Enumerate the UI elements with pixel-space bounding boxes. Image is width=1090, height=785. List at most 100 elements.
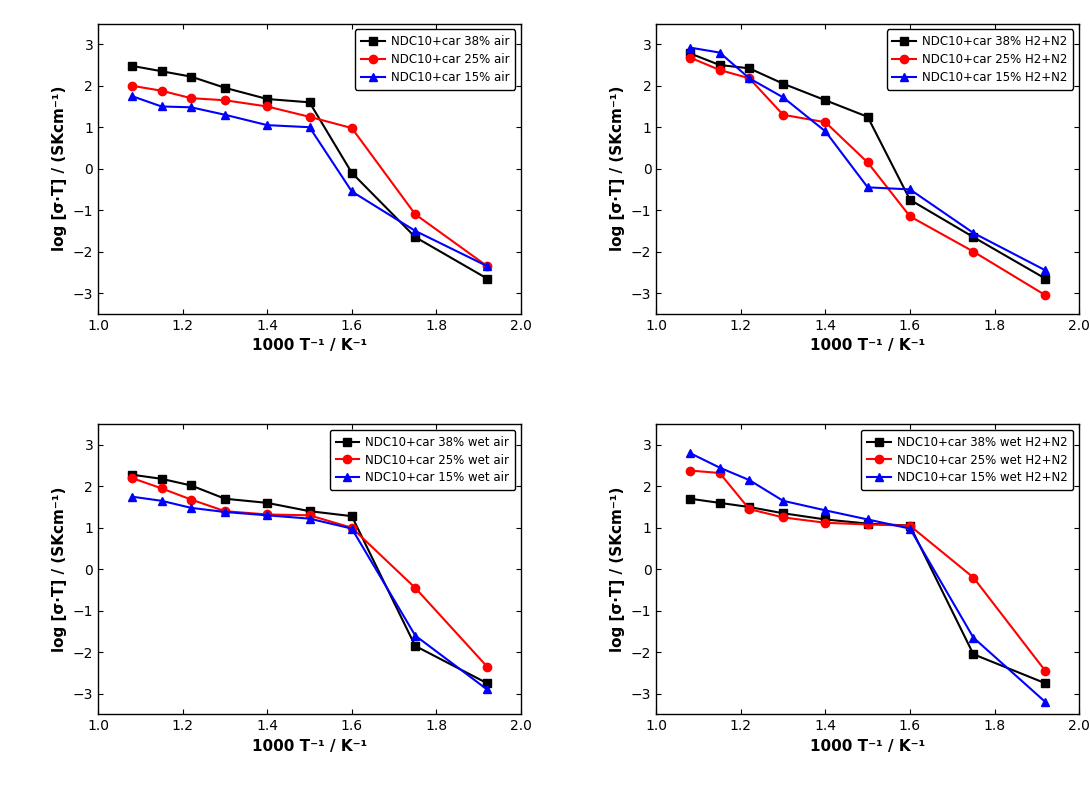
NDC10+car 38% wet H2+N2 (1039, 678, 1052, 688)
NDC10+car 25% wet H2+N2 (742, 505, 755, 514)
Legend: NDC10+car 38% wet air, NDC10+car 25% wet air, NDC10+car 15% wet air: NDC10+car 38% wet air, NDC10+car 25% wet… (329, 430, 516, 491)
NDC10+car 25% wet H2+N2 (1039, 666, 1052, 676)
Line: NDC10+car 15% wet air: NDC10+car 15% wet air (128, 492, 492, 694)
NDC10+car 25% air (184, 93, 197, 103)
NDC10+car 25% air (346, 123, 359, 133)
NDC10+car 25% H2+N2 (904, 212, 917, 221)
Line: NDC10+car 38% wet H2+N2: NDC10+car 38% wet H2+N2 (686, 495, 1050, 688)
NDC10+car 38% air (218, 83, 231, 93)
X-axis label: 1000 T⁻¹ / K⁻¹: 1000 T⁻¹ / K⁻¹ (252, 338, 367, 353)
Line: NDC10+car 15% air: NDC10+car 15% air (128, 92, 492, 270)
NDC10+car 38% H2+N2 (683, 49, 697, 58)
NDC10+car 25% air (218, 96, 231, 105)
NDC10+car 38% air (409, 232, 422, 242)
NDC10+car 15% wet H2+N2 (819, 506, 832, 515)
NDC10+car 38% wet H2+N2 (713, 498, 726, 508)
NDC10+car 15% wet air (125, 492, 138, 502)
NDC10+car 38% wet H2+N2 (742, 502, 755, 512)
NDC10+car 25% wet air (261, 509, 274, 519)
NDC10+car 38% air (125, 61, 138, 71)
NDC10+car 38% H2+N2 (742, 64, 755, 73)
NDC10+car 38% air (261, 94, 274, 104)
NDC10+car 25% H2+N2 (819, 118, 832, 127)
NDC10+car 38% wet air (184, 480, 197, 490)
NDC10+car 25% wet H2+N2 (776, 513, 789, 522)
NDC10+car 15% wet H2+N2 (904, 524, 917, 533)
NDC10+car 25% wet air (303, 510, 316, 520)
NDC10+car 25% wet air (218, 506, 231, 516)
NDC10+car 15% wet air (346, 524, 359, 533)
NDC10+car 25% wet air (184, 495, 197, 504)
NDC10+car 25% wet air (155, 484, 168, 493)
NDC10+car 38% wet H2+N2 (683, 494, 697, 503)
NDC10+car 15% air (155, 102, 168, 111)
Line: NDC10+car 15% H2+N2: NDC10+car 15% H2+N2 (686, 43, 1050, 275)
NDC10+car 25% wet H2+N2 (861, 520, 874, 529)
NDC10+car 15% wet air (481, 685, 494, 694)
NDC10+car 25% wet H2+N2 (819, 518, 832, 528)
NDC10+car 25% wet air (409, 583, 422, 593)
NDC10+car 15% wet H2+N2 (1039, 697, 1052, 706)
NDC10+car 25% wet air (125, 473, 138, 483)
NDC10+car 15% H2+N2 (1039, 265, 1052, 275)
NDC10+car 38% air (155, 67, 168, 76)
NDC10+car 15% H2+N2 (713, 48, 726, 57)
Y-axis label: log [σ·T] / (SKcm⁻¹): log [σ·T] / (SKcm⁻¹) (52, 86, 68, 251)
NDC10+car 15% wet air (155, 496, 168, 506)
Line: NDC10+car 25% wet air: NDC10+car 25% wet air (128, 474, 492, 671)
NDC10+car 25% wet H2+N2 (904, 521, 917, 531)
NDC10+car 25% H2+N2 (861, 158, 874, 167)
NDC10+car 25% air (155, 86, 168, 96)
NDC10+car 15% wet H2+N2 (861, 515, 874, 524)
NDC10+car 15% wet air (218, 507, 231, 517)
NDC10+car 15% wet air (409, 631, 422, 641)
NDC10+car 38% H2+N2 (819, 96, 832, 105)
NDC10+car 38% wet H2+N2 (967, 649, 980, 659)
NDC10+car 38% air (303, 97, 316, 107)
NDC10+car 25% H2+N2 (1039, 290, 1052, 300)
NDC10+car 15% wet air (261, 510, 274, 520)
NDC10+car 15% air (218, 110, 231, 119)
NDC10+car 25% H2+N2 (967, 247, 980, 257)
NDC10+car 25% H2+N2 (742, 74, 755, 83)
NDC10+car 15% air (409, 226, 422, 236)
NDC10+car 25% H2+N2 (776, 110, 789, 119)
NDC10+car 15% wet H2+N2 (967, 633, 980, 642)
NDC10+car 15% wet H2+N2 (742, 476, 755, 485)
NDC10+car 25% air (261, 102, 274, 111)
NDC10+car 15% H2+N2 (683, 43, 697, 53)
NDC10+car 15% H2+N2 (742, 74, 755, 83)
NDC10+car 38% wet H2+N2 (861, 519, 874, 528)
NDC10+car 15% air (303, 122, 316, 132)
NDC10+car 38% H2+N2 (967, 232, 980, 242)
NDC10+car 25% H2+N2 (713, 65, 726, 75)
NDC10+car 25% H2+N2 (683, 53, 697, 62)
Legend: NDC10+car 38% air, NDC10+car 25% air, NDC10+car 15% air: NDC10+car 38% air, NDC10+car 25% air, ND… (355, 30, 516, 89)
X-axis label: 1000 T⁻¹ / K⁻¹: 1000 T⁻¹ / K⁻¹ (810, 739, 925, 754)
NDC10+car 38% wet air (261, 498, 274, 508)
NDC10+car 38% wet air (481, 678, 494, 688)
NDC10+car 38% wet H2+N2 (819, 515, 832, 524)
NDC10+car 15% H2+N2 (861, 183, 874, 192)
Legend: NDC10+car 38% H2+N2, NDC10+car 25% H2+N2, NDC10+car 15% H2+N2: NDC10+car 38% H2+N2, NDC10+car 25% H2+N2… (886, 30, 1074, 89)
Line: NDC10+car 15% wet H2+N2: NDC10+car 15% wet H2+N2 (686, 449, 1050, 706)
Y-axis label: log [σ·T] / (SKcm⁻¹): log [σ·T] / (SKcm⁻¹) (610, 487, 626, 652)
NDC10+car 38% wet air (303, 506, 316, 516)
NDC10+car 25% wet H2+N2 (683, 466, 697, 475)
NDC10+car 38% wet H2+N2 (904, 521, 917, 531)
NDC10+car 15% wet H2+N2 (776, 496, 789, 506)
NDC10+car 38% H2+N2 (904, 195, 917, 204)
NDC10+car 15% air (346, 187, 359, 196)
NDC10+car 15% air (184, 103, 197, 112)
X-axis label: 1000 T⁻¹ / K⁻¹: 1000 T⁻¹ / K⁻¹ (810, 338, 925, 353)
Y-axis label: log [σ·T] / (SKcm⁻¹): log [σ·T] / (SKcm⁻¹) (52, 487, 68, 652)
X-axis label: 1000 T⁻¹ / K⁻¹: 1000 T⁻¹ / K⁻¹ (252, 739, 367, 754)
NDC10+car 15% H2+N2 (904, 184, 917, 194)
NDC10+car 15% wet H2+N2 (713, 463, 726, 473)
NDC10+car 38% wet air (155, 474, 168, 484)
NDC10+car 38% wet air (409, 641, 422, 651)
NDC10+car 38% wet air (218, 494, 231, 503)
NDC10+car 25% air (409, 210, 422, 219)
NDC10+car 25% air (125, 81, 138, 90)
NDC10+car 38% wet air (346, 512, 359, 521)
